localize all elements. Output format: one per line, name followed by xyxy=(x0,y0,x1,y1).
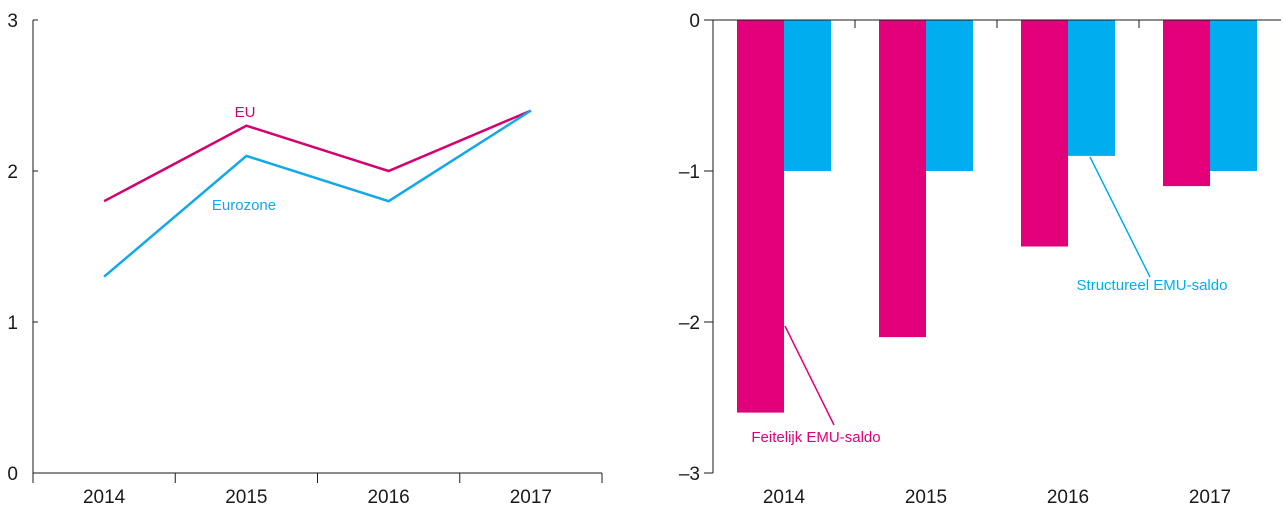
series-line-eu xyxy=(103,109,532,203)
leader-line-feitelijk xyxy=(784,325,835,426)
x-tick-label: 2017 xyxy=(510,487,552,508)
bar-structureel-emu-saldo xyxy=(784,20,831,171)
bar-structureel-emu-saldo xyxy=(1210,20,1257,171)
x-tick-label: 2015 xyxy=(905,487,947,508)
bar-feitelijk-emu-saldo xyxy=(737,20,784,413)
y-tick-label: 2 xyxy=(7,162,18,183)
bar-chart: 0 –1 –2 –3 2014 2015 2016 2017 Feitelijk EMU-sal… xyxy=(679,11,1281,508)
line-chart: 0 1 2 3 2014 2015 2016 2017 EU Eurozone xyxy=(7,11,603,508)
bar-structureel-emu-saldo xyxy=(926,20,973,171)
annotation-feitelijk-emu-saldo: Feitelijk EMU-saldo xyxy=(751,429,880,446)
annotation-structureel-emu-saldo: Structureel EMU-saldo xyxy=(1077,277,1228,294)
bar-structureel-emu-saldo xyxy=(1068,20,1115,156)
x-tick-label: 2014 xyxy=(83,487,126,508)
x-tick-label: 2016 xyxy=(1047,487,1089,508)
y-tick-label: 3 xyxy=(7,11,18,32)
bar-feitelijk-emu-saldo xyxy=(1163,20,1210,187)
bar-feitelijk-emu-saldo xyxy=(1021,20,1068,247)
x-tick-label: 2016 xyxy=(367,487,409,508)
series-line-eurozone xyxy=(103,109,532,278)
y-tick-label: –1 xyxy=(679,162,700,183)
y-tick-label: 0 xyxy=(689,11,700,32)
x-tick-label: 2014 xyxy=(763,487,806,508)
y-tick-label: –3 xyxy=(679,464,700,485)
y-tick-label: 0 xyxy=(7,464,18,485)
y-tick-label: 1 xyxy=(7,313,18,334)
y-tick-label: –2 xyxy=(679,313,700,334)
series-label-eurozone: Eurozone xyxy=(212,197,276,214)
bar-feitelijk-emu-saldo xyxy=(879,20,926,338)
leader-line-structureel xyxy=(1089,156,1151,278)
x-tick-label: 2015 xyxy=(225,487,267,508)
x-tick-label: 2017 xyxy=(1189,487,1231,508)
series-label-eu: EU xyxy=(235,104,256,121)
